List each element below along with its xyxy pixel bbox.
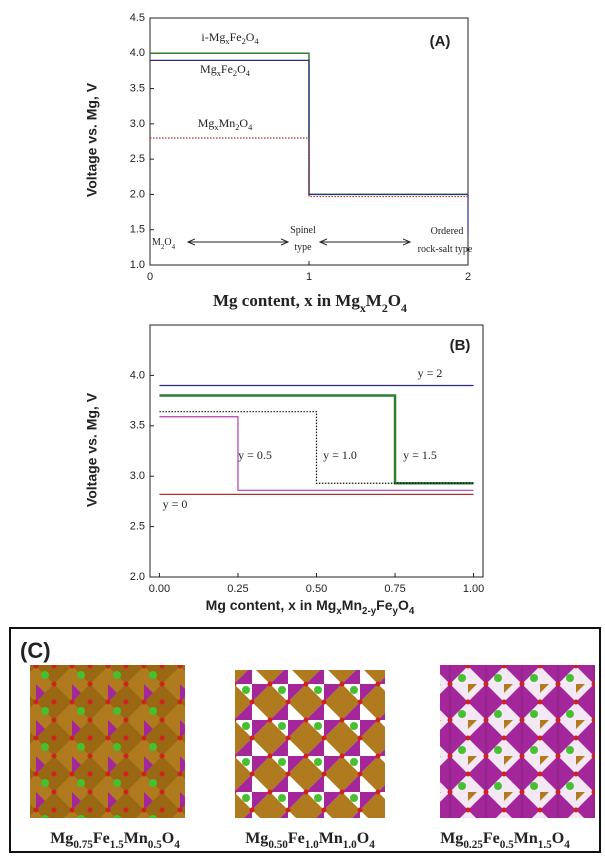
y-tick-label: 2.0 — [130, 571, 145, 583]
panel-frame — [9, 627, 601, 853]
series-label: i-MgxFe2O4 — [201, 30, 259, 47]
series-label: MgxMn2O4 — [198, 116, 253, 133]
series-label: y = 1.5 — [403, 448, 437, 462]
annotation: (B) — [450, 337, 471, 354]
panel-label: (C) — [20, 638, 51, 663]
series-line — [150, 137, 468, 198]
series-line — [159, 394, 474, 485]
y-tick-label: 3.0 — [130, 118, 145, 130]
y-tick-label: 3.5 — [130, 420, 145, 432]
y-tick-label: 1.5 — [130, 224, 145, 236]
y-axis-label: Voltage vs. Mg, V — [84, 392, 100, 507]
structure-image — [235, 670, 385, 818]
x-tick-label: 0.25 — [227, 583, 248, 595]
y-tick-label: 2.5 — [130, 521, 145, 533]
annotation: Spinel — [290, 225, 316, 236]
series-label: y = 2 — [418, 366, 443, 380]
series-label: y = 1.0 — [323, 448, 357, 462]
y-tick-label: 4.0 — [130, 47, 145, 59]
y-tick-label: 3.0 — [130, 470, 145, 482]
series-line — [159, 416, 474, 491]
series-line — [159, 411, 474, 484]
annotation: (A) — [430, 33, 451, 50]
caption: Mg0.25Fe0.5Mn1.5O4 — [440, 830, 570, 851]
x-tick-label: 0 — [147, 271, 153, 283]
y-tick-label: 4.5 — [130, 12, 145, 24]
annotation: Ordered — [431, 226, 464, 237]
y-axis-label: Voltage vs. Mg, V — [84, 82, 100, 197]
annotation: type — [294, 242, 312, 253]
y-tick-label: 4.0 — [130, 369, 145, 381]
caption: Mg0.75Fe1.5Mn0.5O4 — [50, 830, 180, 851]
y-tick-label: 1.0 — [130, 259, 145, 271]
x-axis-label: Mg content, x in MgxM2O4 — [213, 291, 407, 315]
annotation: rock-salt type — [418, 244, 473, 255]
series-label: y = 0 — [163, 497, 188, 511]
x-tick-label: 2 — [465, 271, 471, 283]
x-tick-label: 0.00 — [149, 583, 170, 595]
series-line — [150, 59, 469, 234]
x-axis-label: Mg content, x in MgxMn2-yFeyO4 — [206, 597, 415, 617]
y-tick-label: 3.5 — [130, 82, 145, 94]
structure-image — [30, 665, 185, 818]
x-tick-label: 0.75 — [384, 583, 405, 595]
y-tick-label: 2.0 — [130, 188, 145, 200]
x-tick-label: 1.00 — [463, 583, 484, 595]
series-label: MgxFe2O4 — [200, 62, 251, 79]
x-tick-label: 0.50 — [306, 583, 327, 595]
y-tick-label: 2.5 — [130, 153, 145, 165]
series-label: y = 0.5 — [238, 448, 272, 462]
annotation: M2O4 — [152, 237, 176, 250]
structure-image — [440, 665, 595, 818]
caption: Mg0.50Fe1.0Mn1.0O4 — [245, 830, 375, 851]
x-tick-label: 1 — [306, 271, 312, 283]
